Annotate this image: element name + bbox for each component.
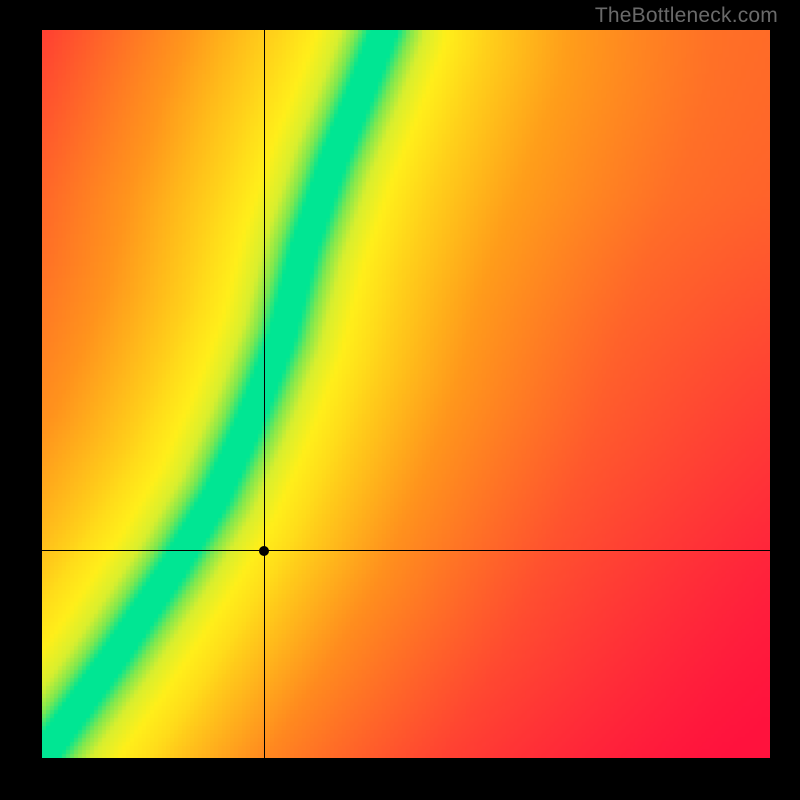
crosshair-horizontal — [42, 550, 770, 551]
heatmap-canvas — [42, 30, 770, 758]
data-point-marker — [259, 546, 269, 556]
heatmap-plot — [42, 30, 770, 758]
crosshair-vertical — [264, 30, 265, 758]
watermark-text: TheBottleneck.com — [595, 4, 778, 28]
